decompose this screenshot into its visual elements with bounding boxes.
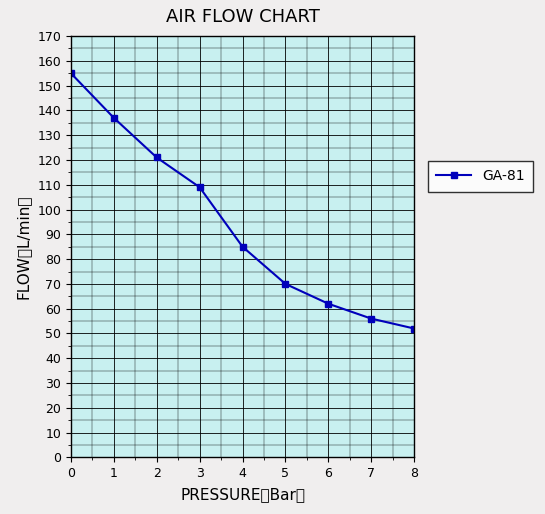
GA-81 <box>239 244 246 250</box>
Line: GA-81: GA-81 <box>68 70 417 332</box>
GA-81 <box>68 70 74 76</box>
Y-axis label: FLOW（L/min）: FLOW（L/min） <box>15 194 31 299</box>
GA-81 <box>196 184 203 190</box>
GA-81 <box>111 115 117 121</box>
Legend: GA-81: GA-81 <box>428 161 533 192</box>
GA-81 <box>154 154 160 160</box>
GA-81 <box>282 281 289 287</box>
Title: AIR FLOW CHART: AIR FLOW CHART <box>166 8 319 26</box>
GA-81 <box>325 301 331 307</box>
X-axis label: PRESSURE（Bar）: PRESSURE（Bar） <box>180 487 305 502</box>
GA-81 <box>368 316 374 322</box>
GA-81 <box>411 325 417 332</box>
